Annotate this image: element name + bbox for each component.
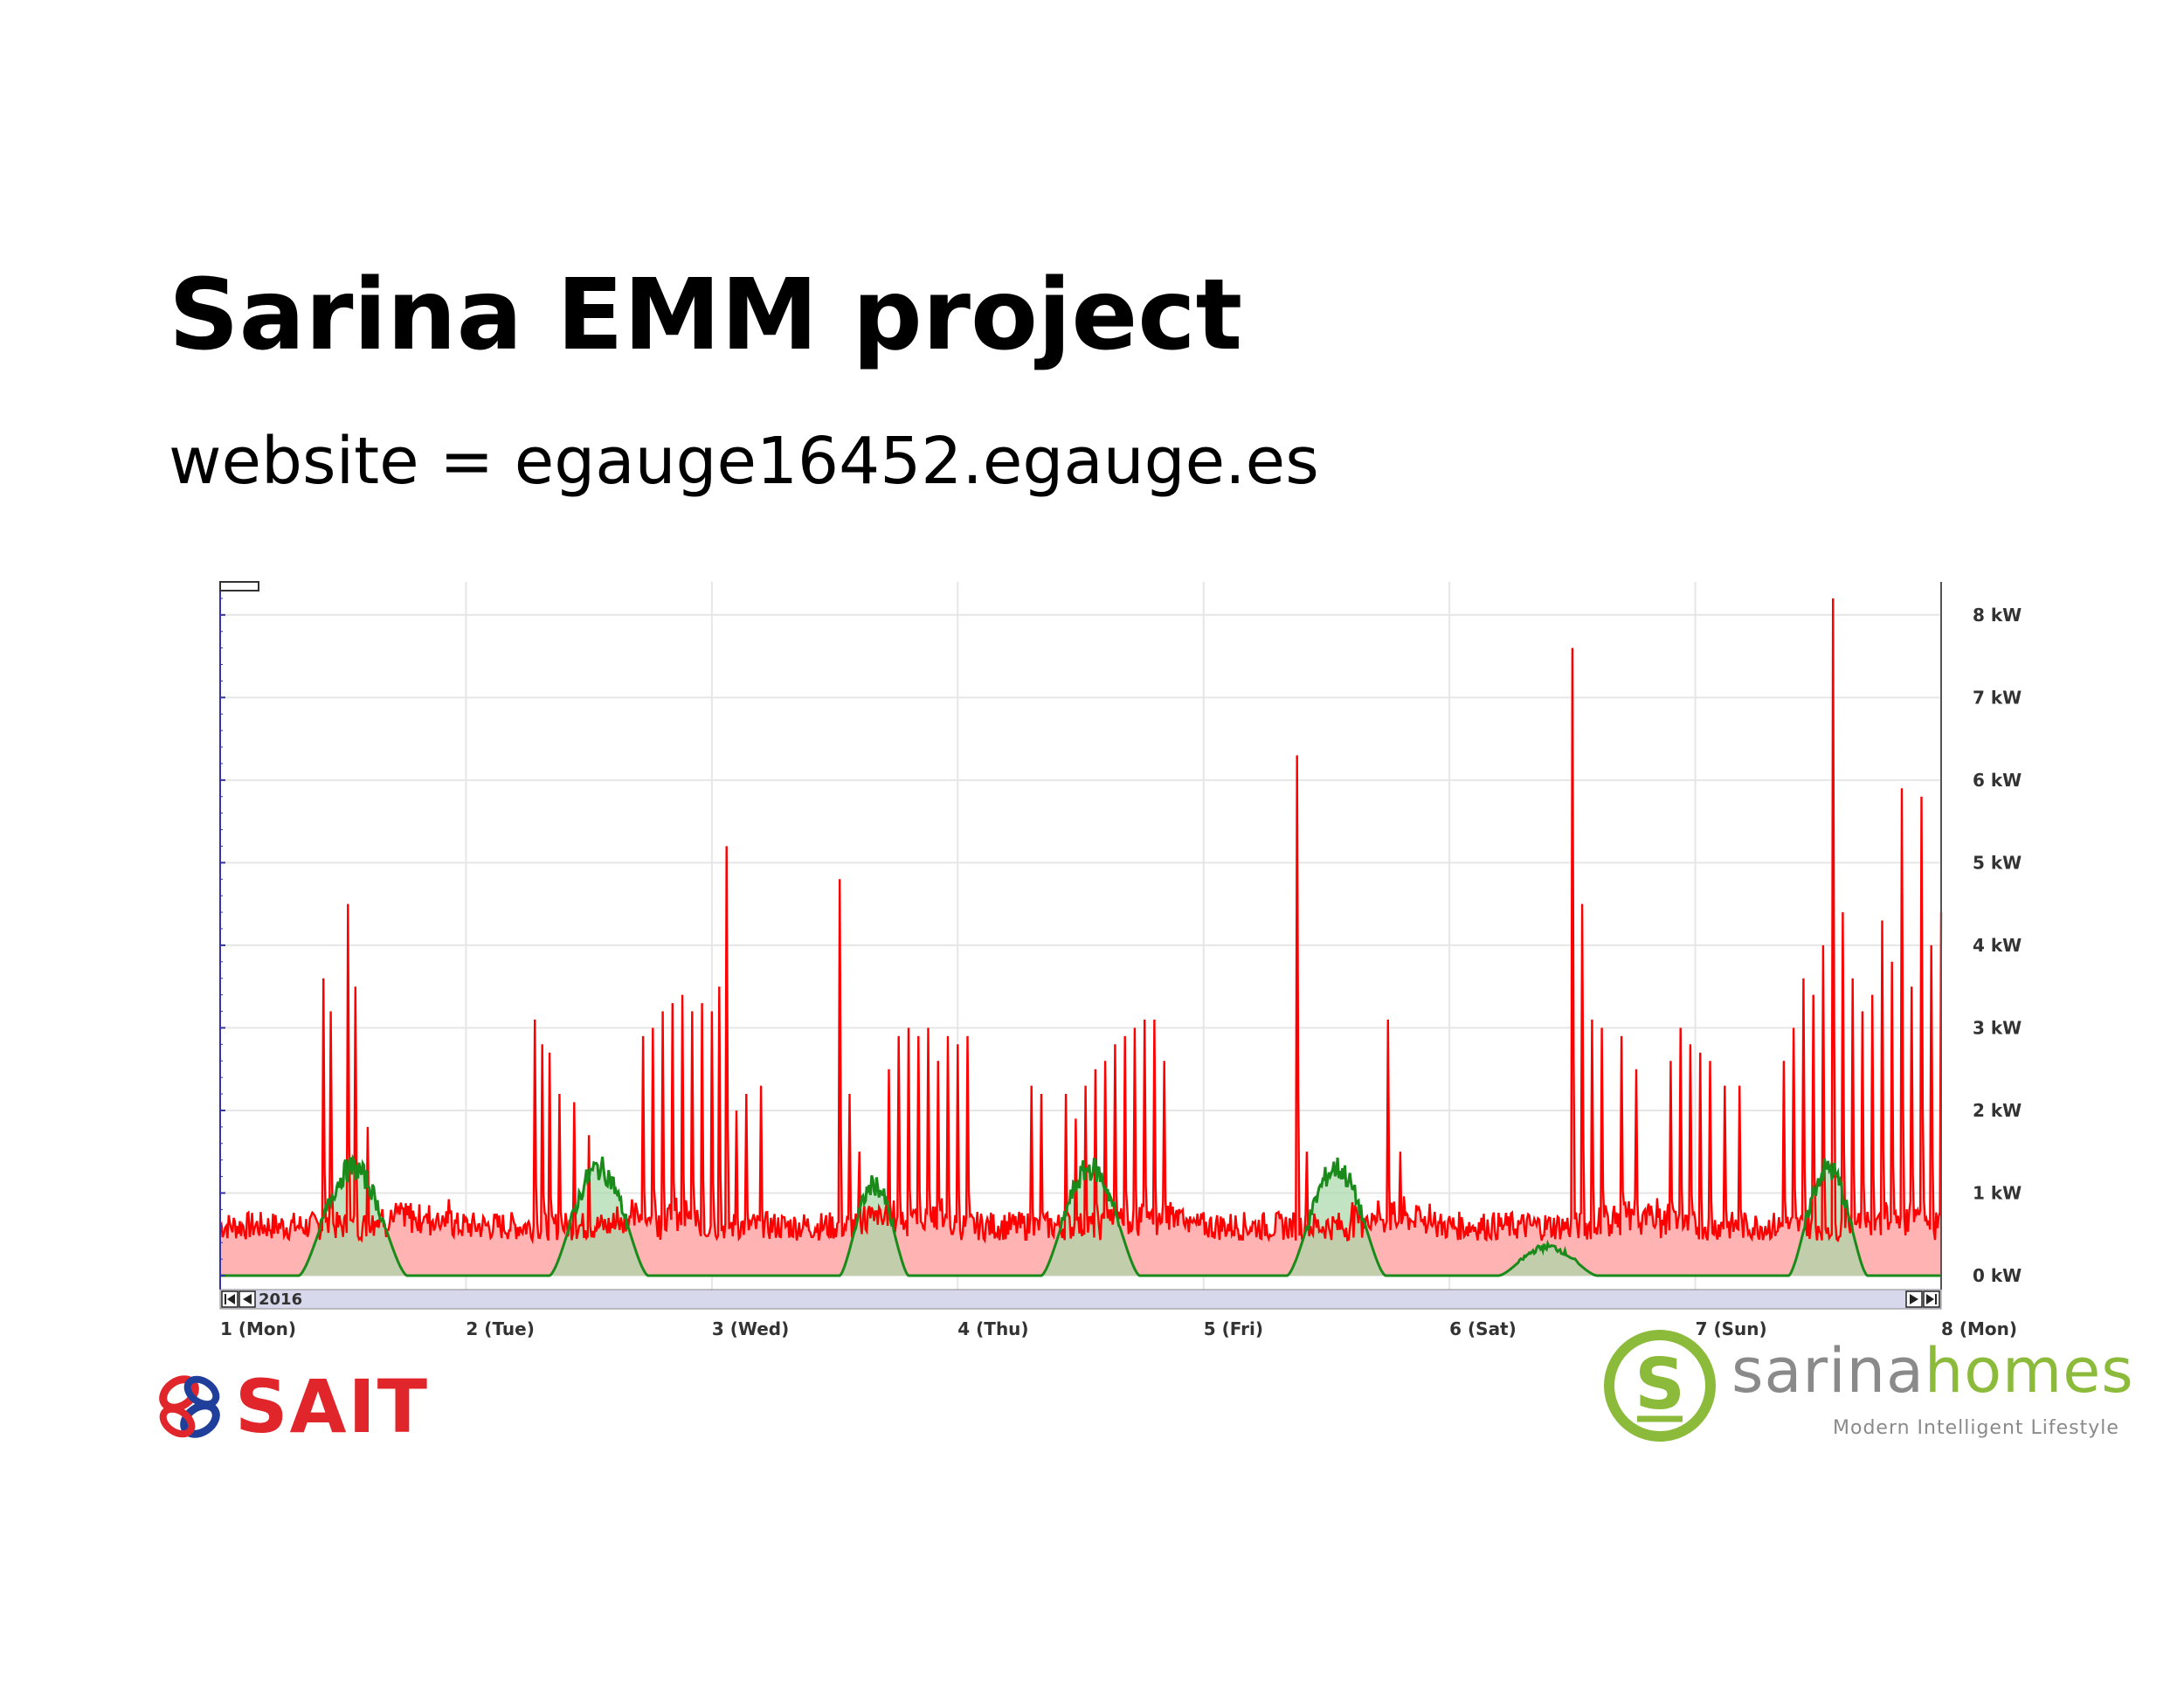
y-tick-label: 1 kW xyxy=(1973,1182,2022,1203)
y-tick-label: 3 kW xyxy=(1973,1017,2022,1038)
sait-logo: SAIT xyxy=(153,1370,429,1443)
homes-word: homes xyxy=(1924,1335,2134,1407)
x-axis-ticks: 1 (Mon) 2 (Tue) 3 (Wed) 4 (Thu) 5 (Fri) 6 (Sa… xyxy=(220,1318,2017,1339)
sarinahomes-tagline: Modern Intelligent Lifestyle xyxy=(1833,1417,2119,1439)
x-tick-label: 7 (Sun) xyxy=(1696,1318,1767,1339)
sarinahomes-logo: S sarinahomes Modern Intelligent Lifesty… xyxy=(1599,1321,2133,1452)
sarina-s-circle-icon: S xyxy=(1604,1330,1716,1442)
x-tick-label: 5 (Fri) xyxy=(1204,1318,1263,1339)
sarina-word: sarina xyxy=(1731,1335,1925,1407)
next-page-icon[interactable] xyxy=(1905,1290,1923,1308)
y-axis-ticks: 0 kW 1 kW 2 kW 3 kW 4 kW 5 kW 6 kW 7 kW 8 kW xyxy=(220,598,2022,1286)
y-tick-label: 4 kW xyxy=(1973,935,2022,956)
svg-text:S: S xyxy=(1635,1344,1685,1425)
year-label: 2016 xyxy=(259,1290,302,1309)
first-page-icon[interactable] xyxy=(221,1290,238,1308)
x-tick-label: 2 (Tue) xyxy=(466,1318,534,1339)
x-tick-label: 6 (Sat) xyxy=(1449,1318,1517,1339)
navigation-bar[interactable]: 2016 xyxy=(219,1289,1942,1310)
energy-chart: 0 kW 1 kW 2 kW 3 kW 4 kW 5 kW 6 kW 7 kW 8 kW 201… xyxy=(218,581,2022,1339)
prev-page-icon[interactable] xyxy=(238,1290,256,1308)
sait-knot-icon xyxy=(159,1375,220,1438)
y-tick-label: 2 kW xyxy=(1973,1100,2022,1121)
y-tick-label: 7 kW xyxy=(1973,687,2022,708)
y-tick-label: 5 kW xyxy=(1973,852,2022,873)
x-tick-label: 4 (Thu) xyxy=(957,1318,1028,1339)
generation-line xyxy=(220,1153,1941,1277)
sarinahomes-wordmark: sarinahomes xyxy=(1731,1340,2134,1401)
x-tick-label: 1 (Mon) xyxy=(220,1318,296,1339)
last-page-icon[interactable] xyxy=(1923,1290,1940,1308)
sait-logo-text: SAIT xyxy=(235,1364,430,1449)
slide-title: Sarina EMM project xyxy=(169,259,1243,372)
x-tick-label: 3 (Wed) xyxy=(712,1318,789,1339)
corner-box xyxy=(219,581,259,591)
y-tick-label: 8 kW xyxy=(1973,605,2022,626)
usage-line xyxy=(218,598,1943,1245)
y-tick-label: 0 kW xyxy=(1973,1265,2022,1286)
y-tick-label: 6 kW xyxy=(1973,770,2022,791)
x-tick-label: 8 (Mon) xyxy=(1941,1318,2017,1339)
slide-subtitle: website = egauge16452.egauge.es xyxy=(169,424,1319,499)
